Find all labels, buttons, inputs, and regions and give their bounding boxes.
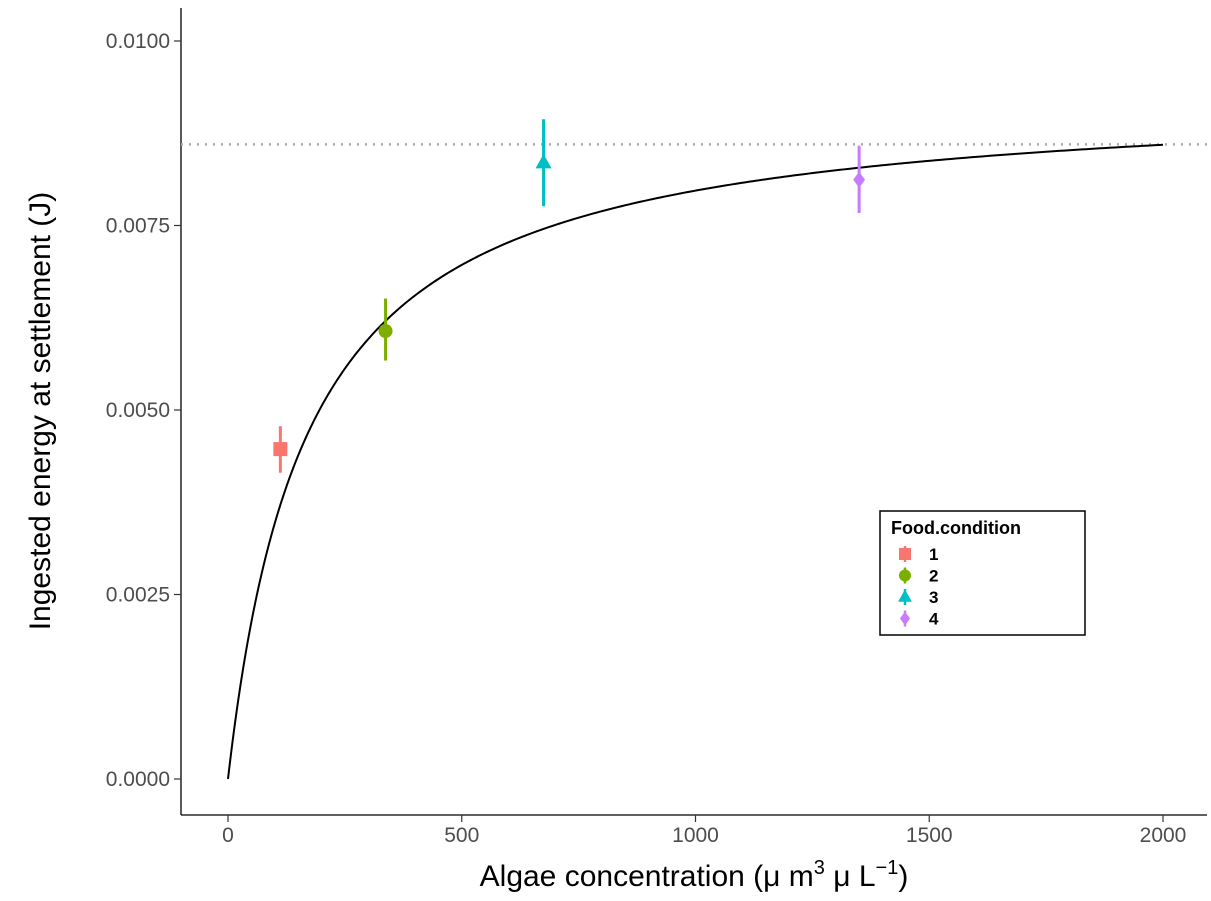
legend-item-2: 2 bbox=[899, 567, 938, 586]
series-4 bbox=[853, 145, 866, 213]
series-1 bbox=[273, 426, 288, 473]
legend-label: 2 bbox=[929, 567, 938, 586]
data-point bbox=[378, 324, 393, 339]
y-axis-title: Ingested energy at settlement (J) bbox=[24, 192, 57, 631]
x-tick-label: 2000 bbox=[1140, 824, 1187, 847]
x-tick-label: 1000 bbox=[672, 824, 719, 847]
legend-item-3: 3 bbox=[898, 588, 938, 607]
legend-label: 3 bbox=[929, 588, 938, 607]
legend-item-1: 1 bbox=[899, 545, 938, 564]
legend-key-marker bbox=[899, 548, 911, 560]
legend-label: 4 bbox=[929, 610, 939, 629]
legend-key-marker bbox=[899, 611, 911, 626]
x-tick-label: 1500 bbox=[906, 824, 953, 847]
y-tick-label: 0.0000 bbox=[106, 768, 170, 791]
x-tick-label: 500 bbox=[444, 824, 479, 847]
data-point bbox=[535, 154, 552, 169]
x-axis-title-main: Algae concentration (μ m bbox=[480, 860, 814, 893]
x-tick-label: 0 bbox=[222, 824, 234, 847]
axes bbox=[180, 8, 1207, 816]
y-tick-label: 0.0075 bbox=[106, 215, 170, 238]
legend-items: 1 2 3 4 bbox=[898, 545, 939, 629]
x-axis-title-mid: μ L bbox=[825, 860, 876, 893]
legend-box bbox=[879, 510, 1086, 636]
x-axis-title-sup1: 3 bbox=[814, 857, 825, 879]
data-point bbox=[853, 171, 866, 188]
series-2 bbox=[378, 298, 393, 361]
legend-title: Food.condition bbox=[891, 518, 1021, 538]
legend: Food.condition 1 2 3 4 bbox=[879, 510, 1086, 636]
y-tick-label: 0.0025 bbox=[106, 584, 170, 607]
x-axis-title: Algae concentration (μ m3 μ L−1) bbox=[480, 857, 909, 893]
y-tick-label: 0.0100 bbox=[106, 30, 170, 53]
legend-key-marker bbox=[898, 589, 912, 602]
y-tick-label: 0.0050 bbox=[106, 399, 170, 422]
legend-key-marker bbox=[899, 569, 911, 582]
legend-item-4: 4 bbox=[899, 610, 939, 629]
x-axis-title-sup2: −1 bbox=[876, 857, 899, 879]
series-3 bbox=[535, 119, 552, 207]
x-axis-title-end: ) bbox=[898, 860, 908, 893]
x-ticks: 0 500 1000 1500 2000 bbox=[222, 815, 1186, 847]
fit-curve bbox=[227, 143, 1164, 780]
data-points bbox=[273, 119, 866, 473]
data-point bbox=[273, 442, 288, 457]
y-ticks: 0.0000 0.0025 0.0050 0.0075 0.0100 bbox=[106, 30, 181, 791]
legend-label: 1 bbox=[929, 545, 938, 564]
